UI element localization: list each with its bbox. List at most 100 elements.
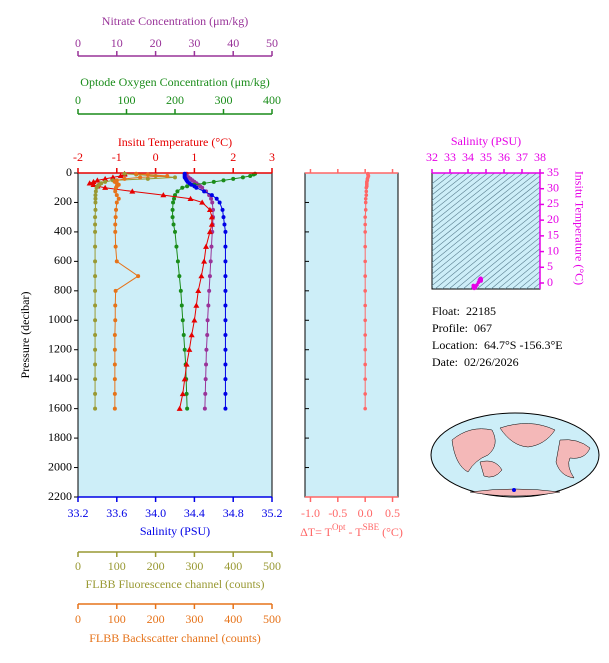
data-point [112,362,117,367]
data-point [94,177,101,183]
density-contour [432,173,482,213]
data-point [363,392,367,396]
density-contour [483,242,540,289]
x-tick-label: 100 [108,559,126,573]
data-point [117,172,124,179]
x-axis-label: Optode Oxygen Concentration (μm/kg) [80,75,269,89]
data-point [136,274,141,279]
density-contour [432,173,454,190]
data-point [93,347,98,352]
density-contour [432,192,540,281]
data-point [207,288,212,293]
density-contour [448,214,540,289]
data-point [208,214,215,220]
density-contour [432,173,531,252]
data-point [177,274,182,279]
data-point [93,377,98,382]
data-point [248,173,253,178]
data-point [93,193,98,198]
data-point [205,318,210,323]
data-point [363,244,367,249]
data-point [203,391,208,396]
density-contour [469,231,540,289]
data-point [223,288,228,293]
data-point [363,274,367,278]
data-point [223,391,228,396]
data-point [363,208,368,212]
data-point [223,347,228,352]
y-tick-label: 15 [547,228,559,242]
data-point [363,222,367,227]
y-tick-label: 0 [547,275,553,289]
x-tick-label: 300 [215,93,233,107]
x-tick-label: 400 [224,559,242,573]
info-line: Location: 64.7°S -156.3°E [432,338,563,352]
y-tick-label: 5 [547,259,553,273]
data-point [363,333,367,337]
map-land [469,488,561,497]
data-point [194,185,199,190]
data-point [165,173,170,178]
data-point [363,406,367,411]
y-axis-label: Insitu Temperature (°C) [572,171,586,285]
data-point [363,230,367,234]
data-point [221,178,226,183]
y-tick-label: 30 [547,180,559,194]
data-point [211,179,216,184]
x-tick-label: 500 [263,612,281,626]
data-point [178,288,183,293]
x-tick-label: 30 [188,36,200,50]
data-point [179,303,184,308]
map-float-location [512,488,516,492]
y-tick-label: 200 [54,194,72,208]
density-contour [455,220,540,289]
density-contour [511,265,540,289]
data-point [113,215,118,220]
x-tick-label: 36 [498,150,510,164]
data-point [93,189,98,194]
data-point [160,192,167,198]
data-point [173,175,177,180]
data-point [93,259,98,264]
data-point [90,181,97,187]
density-contour [432,197,540,287]
info-label: Float: [432,304,460,318]
data-point [112,347,117,352]
data-point [116,196,121,201]
data-point [223,406,228,411]
data-point [363,377,367,381]
data-point [145,176,150,181]
data-point [363,259,367,264]
data-point [86,180,93,186]
data-point [112,406,117,411]
x-tick-label: 33.6 [106,506,127,520]
data-point [182,347,187,352]
density-contour [441,208,540,289]
x-tick-label: 38 [534,150,546,164]
data-point [363,215,367,219]
x-tick-label: 33 [444,150,456,164]
x-tick-label: 0 [75,559,81,573]
x-tick-label: 400 [224,612,242,626]
data-point [206,228,213,235]
data-point [199,199,206,205]
x-tick-label: 400 [263,93,281,107]
map-land [499,423,556,448]
data-point [363,362,367,367]
x-tick-label: -1 [112,150,122,164]
data-point [93,215,98,220]
data-point [363,347,367,352]
data-point [479,279,483,283]
data-point [198,273,205,279]
density-contour [497,254,540,289]
x-tick-label: 0 [75,36,81,50]
x-tick-label: 34.4 [184,506,205,520]
data-point [93,303,98,308]
data-point [171,200,176,205]
x-tick-label: 300 [185,612,203,626]
data-point [93,318,98,323]
x-tick-label: 32 [426,150,438,164]
density-contour [432,173,489,218]
data-point [180,185,185,190]
data-point [207,274,212,279]
